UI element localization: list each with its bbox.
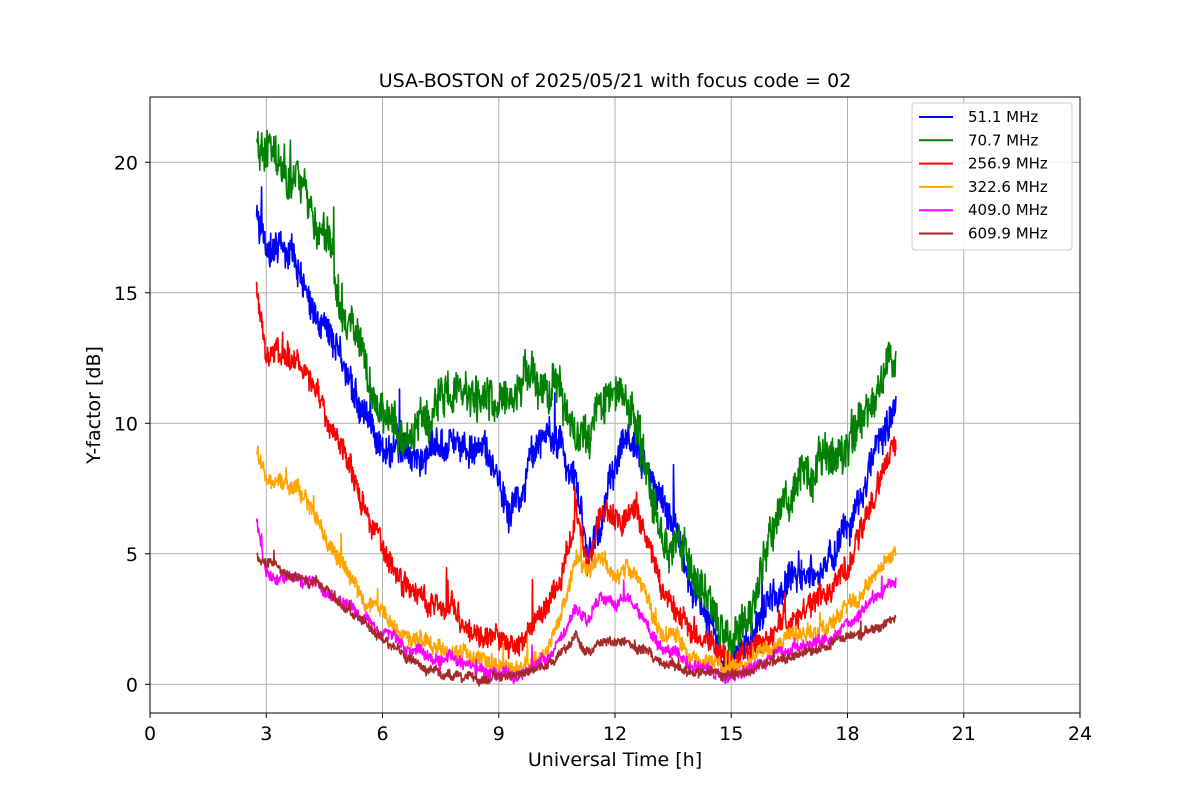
y-tick-label: 10 [114, 413, 138, 435]
y-tick-label: 15 [114, 283, 138, 305]
series-line-2 [255, 281, 897, 677]
legend-label-1: 70.7 MHz [968, 131, 1038, 149]
chart-title: USA-BOSTON of 2025/05/21 with focus code… [379, 70, 852, 92]
x-tick-label: 24 [1068, 723, 1092, 745]
legend-label-0: 51.1 MHz [968, 108, 1038, 126]
tick-layer: 0 3 6 9 12 15 18 21 24 0 5 10 15 20 [114, 152, 1092, 745]
legend: 51.1 MHz 70.7 MHz 256.9 MHz 322.6 MHz 40… [911, 102, 1073, 251]
x-tick-label: 18 [835, 723, 859, 745]
x-tick-label: 3 [260, 723, 272, 745]
series-line-3 [255, 445, 897, 680]
x-axis-label: Universal Time [h] [528, 749, 702, 771]
x-tick-label: 12 [603, 723, 627, 745]
x-tick-label: 6 [376, 723, 388, 745]
y-tick-label: 0 [126, 674, 138, 696]
x-tick-label: 9 [493, 723, 505, 745]
series-line-0 [255, 186, 897, 684]
y-tick-label: 5 [126, 544, 138, 566]
x-tick-label: 0 [144, 723, 156, 745]
y-tick-label: 20 [114, 152, 138, 174]
legend-label-5: 609.9 MHz [968, 225, 1048, 243]
series-line-5 [256, 549, 897, 687]
x-tick-label: 15 [719, 723, 743, 745]
series-line-1 [255, 129, 897, 666]
x-tick-label: 21 [952, 723, 976, 745]
y-axis-label: Y-factor [dB] [83, 346, 105, 465]
series-layer [255, 129, 897, 687]
legend-label-2: 256.9 MHz [968, 155, 1048, 173]
legend-label-3: 322.6 MHz [968, 178, 1048, 196]
legend-label-4: 409.0 MHz [968, 201, 1048, 219]
